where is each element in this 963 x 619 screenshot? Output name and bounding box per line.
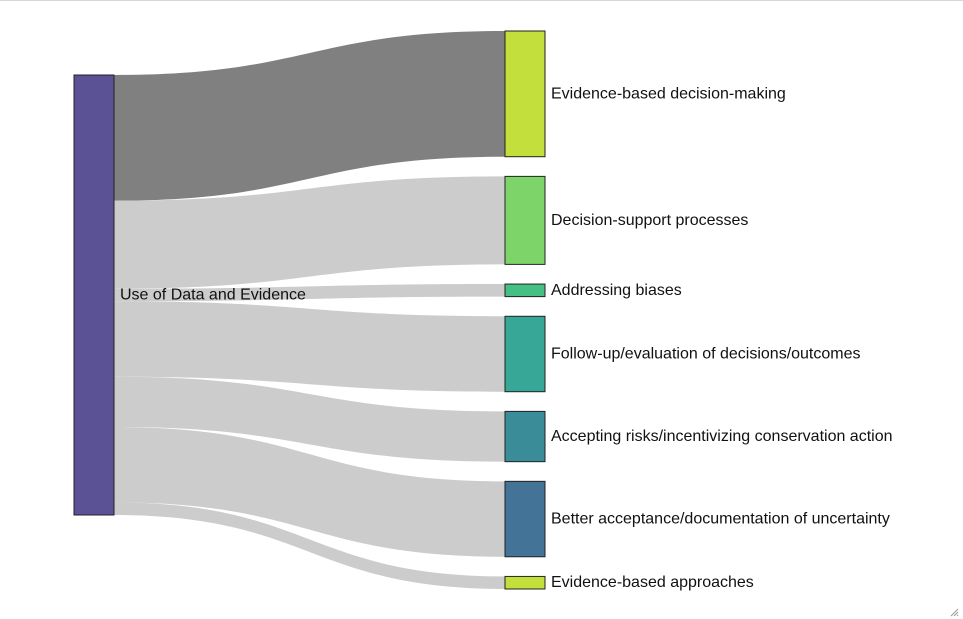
target-node-4[interactable] [504,315,546,393]
resize-grip-icon[interactable] [949,607,959,617]
target-node-3[interactable] [504,283,546,298]
target-node-label: Evidence-based decision-making [551,85,786,102]
target-node-label: Accepting risks/incentivizing conservati… [551,428,893,445]
target-node-6[interactable] [504,480,546,558]
link-5[interactable] [114,376,505,462]
target-node-label: Evidence-based approaches [551,574,754,591]
target-node-1[interactable] [504,30,546,158]
target-node-2[interactable] [504,175,546,265]
link-2[interactable] [114,176,505,289]
source-node-label: Use of Data and Evidence [120,287,306,304]
target-node-label: Follow-up/evaluation of decisions/outcom… [551,346,861,363]
target-node-label: Decision-support processes [551,212,748,229]
link-3[interactable] [114,284,505,302]
sankey-labels: Evidence-based decision-making Decision-s… [120,85,893,591]
sankey-nodes [73,30,546,590]
source-node[interactable] [73,74,115,516]
link-1[interactable] [114,31,505,201]
link-4[interactable] [114,301,505,392]
target-node-7[interactable] [504,575,546,590]
link-7[interactable] [114,502,505,589]
target-node-label: Addressing biases [551,282,682,299]
target-node-5[interactable] [504,410,546,463]
link-6[interactable] [114,427,505,557]
target-node-label: Better acceptance/documentation of uncer… [551,511,890,528]
sankey-links [114,31,505,589]
top-border [0,0,963,1]
